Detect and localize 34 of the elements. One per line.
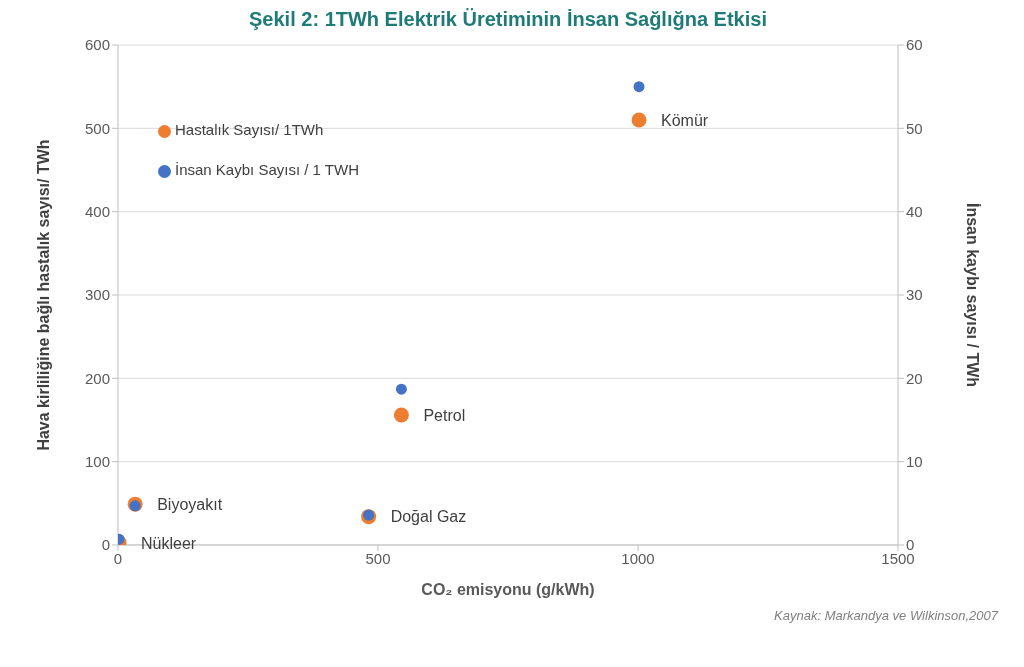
y2-tick-label: 40 <box>906 202 923 220</box>
y-tick-label: 100 <box>84 452 110 470</box>
y2-tick-label: 30 <box>906 286 923 304</box>
y2-tick-label: 50 <box>906 119 923 137</box>
legend-label: İnsan Kaybı Sayısı / 1 TWH <box>175 161 359 178</box>
legend-label: Hastalık Sayısı/ 1TWh <box>175 121 324 138</box>
annotation: Petrol <box>423 406 466 424</box>
x-axis-title: CO₂ emisyonu (g/kWh) <box>421 581 595 598</box>
annotation: Biyoyakıt <box>157 495 223 513</box>
y-tick-label: 600 <box>84 36 110 54</box>
point <box>631 112 647 128</box>
point <box>393 407 409 423</box>
annotation: Doğal Gaz <box>390 508 467 526</box>
y-tick-label: 200 <box>84 369 110 387</box>
y-tick-label: 400 <box>84 202 110 220</box>
x-tick-label: 1000 <box>621 549 655 567</box>
y-tick-label: 300 <box>84 286 110 304</box>
y-tick-label: 500 <box>84 119 110 137</box>
point <box>129 500 141 512</box>
text: Kaynak: Markandya ve Wilkinson,2007 <box>774 608 998 623</box>
x-tick-label: 500 <box>365 549 391 567</box>
y-axis-title: Hava kirliliğine bağlı hastalık sayısı/ TWh <box>34 139 52 451</box>
annotation: Nükleer <box>141 534 197 552</box>
y2-tick-label: 20 <box>906 369 923 387</box>
x-tick-label: 0 <box>113 549 123 567</box>
y2-axis-title: İnsan kaybı sayısı / TWh <box>964 202 982 388</box>
point <box>633 81 645 93</box>
y2-tick-label: 10 <box>906 452 923 470</box>
annotation: Kömür <box>661 111 709 129</box>
point <box>363 509 375 521</box>
point <box>395 383 407 395</box>
y2-tick-label: 60 <box>906 36 923 54</box>
chart-title: Şekil 2: 1TWh Elektrik Üretiminin İnsan Sağlığna Etkisi <box>248 8 768 31</box>
y-tick-label: 0 <box>101 536 110 554</box>
